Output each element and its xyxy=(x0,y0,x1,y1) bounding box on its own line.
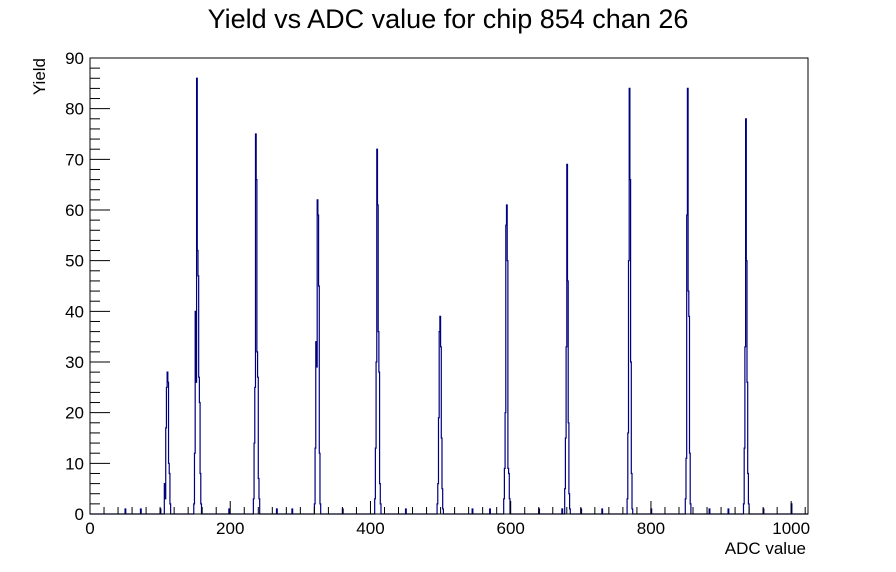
y-axis-label: Yield xyxy=(30,58,49,95)
y-tick-label: 40 xyxy=(65,302,84,321)
x-tick-label: 1000 xyxy=(772,519,810,538)
x-axis-label: ADC value xyxy=(725,539,806,558)
y-tick-label: 10 xyxy=(65,454,84,473)
y-tick-label: 0 xyxy=(75,505,84,524)
x-tick-label: 600 xyxy=(497,519,525,538)
y-tick-label: 70 xyxy=(65,150,84,169)
plot-frame xyxy=(89,57,809,515)
x-tick-label: 0 xyxy=(85,519,94,538)
y-tick-label: 80 xyxy=(65,100,84,119)
histogram-series xyxy=(90,77,808,515)
x-axis: 0 200 400 600 800 1000 xyxy=(85,501,810,538)
y-tick-label: 60 xyxy=(65,201,84,220)
y-tick-label: 50 xyxy=(65,252,84,271)
x-tick-label: 400 xyxy=(356,519,384,538)
y-tick-label: 20 xyxy=(65,404,84,423)
y-tick-label: 90 xyxy=(65,49,84,68)
y-tick-label: 30 xyxy=(65,353,84,372)
x-tick-label: 200 xyxy=(216,519,244,538)
y-axis: 0 10 20 30 40 50 60 70 80 90 xyxy=(65,49,110,524)
plot-area xyxy=(89,57,809,515)
x-tick-label: 800 xyxy=(637,519,665,538)
chart-title: Yield vs ADC value for chip 854 chan 26 xyxy=(208,4,689,34)
